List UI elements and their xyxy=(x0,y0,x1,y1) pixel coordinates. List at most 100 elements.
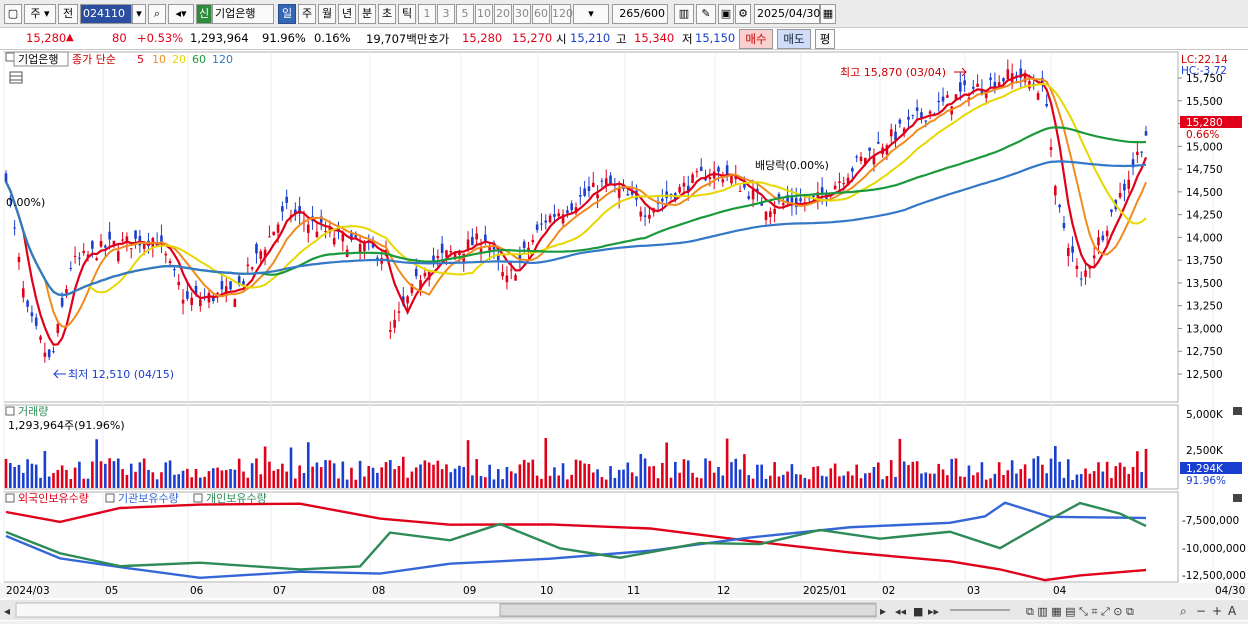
candle-body xyxy=(224,286,228,296)
volume-bar xyxy=(466,440,470,488)
eval-button[interactable]: 평 xyxy=(815,29,835,49)
volume-bar xyxy=(401,456,405,488)
calendar-icon[interactable]: ▦ xyxy=(820,4,836,24)
volume-bar xyxy=(155,479,159,488)
interval-30[interactable]: 30 xyxy=(513,4,531,24)
volume-bar xyxy=(99,461,103,488)
volume-bar xyxy=(1010,460,1014,488)
interval-1[interactable]: 1 xyxy=(418,4,436,24)
tab-week[interactable]: 주 xyxy=(298,4,316,24)
stop-icon[interactable]: ■ xyxy=(913,605,923,618)
candle-body xyxy=(242,281,245,285)
price-tick: 13,000 xyxy=(1186,323,1223,335)
candle-body xyxy=(678,186,681,193)
draw-icon[interactable]: ✎ xyxy=(696,4,716,24)
sell-button[interactable]: 매도 xyxy=(777,29,811,49)
buy-button[interactable]: 매수 xyxy=(739,29,773,49)
scrollbar-thumb[interactable] xyxy=(499,603,877,617)
forward-icon[interactable]: ▸▸ xyxy=(928,605,940,618)
plus-icon[interactable]: + xyxy=(1212,604,1222,618)
speaker-icon[interactable]: ◂▾ xyxy=(168,4,194,24)
candle-body xyxy=(216,292,219,295)
window-icon[interactable]: ▢ xyxy=(4,4,22,24)
save-icon[interactable]: ▣ xyxy=(718,4,734,24)
volume-bar xyxy=(686,460,690,488)
interval-60[interactable]: 60 xyxy=(532,4,550,24)
count-input[interactable]: 265/600 xyxy=(612,4,668,24)
interval-120[interactable]: 120 xyxy=(551,4,573,24)
grid xyxy=(3,52,1214,582)
volume-bar xyxy=(1079,473,1083,488)
volume-bar xyxy=(976,472,979,488)
stock-name-tag xyxy=(13,51,69,67)
price-tick: 14,500 xyxy=(1186,187,1223,199)
candle-body xyxy=(332,238,336,245)
price-tick: 15,750 xyxy=(1186,73,1223,85)
volume-bar xyxy=(1136,451,1139,488)
tab-month[interactable]: 월 xyxy=(318,4,336,24)
volume-bar xyxy=(376,472,379,488)
candle-body xyxy=(579,195,582,197)
tab-second[interactable]: 초 xyxy=(378,4,396,24)
chart-area[interactable]: 기업은행 종가 단순 5 10 20 60 120 최고 15,870 (03/… xyxy=(0,50,1248,621)
candle-body xyxy=(1066,248,1070,257)
tab-minute[interactable]: 분 xyxy=(358,4,376,24)
close-icon[interactable] xyxy=(1233,494,1242,502)
candle-body xyxy=(1127,179,1131,189)
x-tick: 08 xyxy=(372,585,385,597)
rewind-icon[interactable]: ◂◂ xyxy=(895,605,907,618)
volume-bar xyxy=(557,475,561,488)
volume-menu-icon[interactable] xyxy=(5,406,15,416)
chevron-down-icon[interactable]: ▾ xyxy=(132,4,146,24)
interval-20[interactable]: 20 xyxy=(494,4,512,24)
volume-bar xyxy=(496,469,500,488)
gear-icon[interactable]: ⚙ xyxy=(735,4,751,24)
market-select[interactable]: 주 ▾ xyxy=(24,4,56,24)
interval-custom-select[interactable]: ▾ xyxy=(573,4,609,24)
interval-3[interactable]: 3 xyxy=(437,4,455,24)
volume-bar xyxy=(173,474,176,488)
chart-svg[interactable]: 기업은행 종가 단순 5 10 20 60 120 최고 15,870 (03/… xyxy=(0,50,1248,621)
candle-body xyxy=(1019,68,1023,78)
candle-body xyxy=(1118,192,1122,198)
candle-body xyxy=(1058,204,1061,208)
holding-lines xyxy=(5,501,1147,582)
volume-bar xyxy=(587,464,591,488)
tab-year[interactable]: 년 xyxy=(338,4,356,24)
volume-bar xyxy=(475,459,478,488)
volume-bar xyxy=(276,469,280,488)
stock-code-input[interactable]: 024110 xyxy=(80,4,132,24)
tab-day[interactable]: 일 xyxy=(278,4,296,24)
candle-icon[interactable]: ▥ xyxy=(674,4,694,24)
volume-bar xyxy=(967,465,971,488)
candle-body xyxy=(160,235,163,243)
scroll-left-icon[interactable]: ◂ xyxy=(4,604,10,618)
candle-body xyxy=(419,280,422,290)
close-icon[interactable] xyxy=(1233,407,1242,415)
tools-icon[interactable]: ⧉ ▥ ▦ ▤ ⤡ ⌗ ⤢ ⊙ ⧉ xyxy=(1026,605,1134,618)
volume-bar xyxy=(168,460,172,488)
scroll-right-icon[interactable]: ▸ xyxy=(880,604,886,618)
interval-10[interactable]: 10 xyxy=(475,4,493,24)
tab-tick[interactable]: 틱 xyxy=(398,4,416,24)
volume-bar xyxy=(229,469,232,488)
holding-menu-icon[interactable] xyxy=(5,493,15,503)
table-icon[interactable] xyxy=(9,71,23,84)
volume-bar xyxy=(553,467,556,488)
interval-5[interactable]: 5 xyxy=(456,4,474,24)
candle-body xyxy=(30,312,34,317)
date-input[interactable]: 2025/04/30 xyxy=(754,4,820,24)
minus-icon[interactable]: − xyxy=(1196,604,1206,618)
font-size-icon[interactable]: A xyxy=(1228,604,1237,618)
volume-bar xyxy=(69,479,73,488)
candle-body xyxy=(691,174,694,183)
volume-bar xyxy=(26,459,29,488)
volume-bar xyxy=(704,458,707,488)
candle-body xyxy=(43,352,47,357)
zoom-icon[interactable]: ⌕ xyxy=(1180,604,1187,618)
candle-body xyxy=(78,257,81,259)
volume-bar xyxy=(233,469,237,488)
search-icon[interactable]: ⌕ xyxy=(148,4,166,24)
bid-price: 15,270 xyxy=(512,31,553,45)
category-button[interactable]: 전 xyxy=(58,4,78,24)
